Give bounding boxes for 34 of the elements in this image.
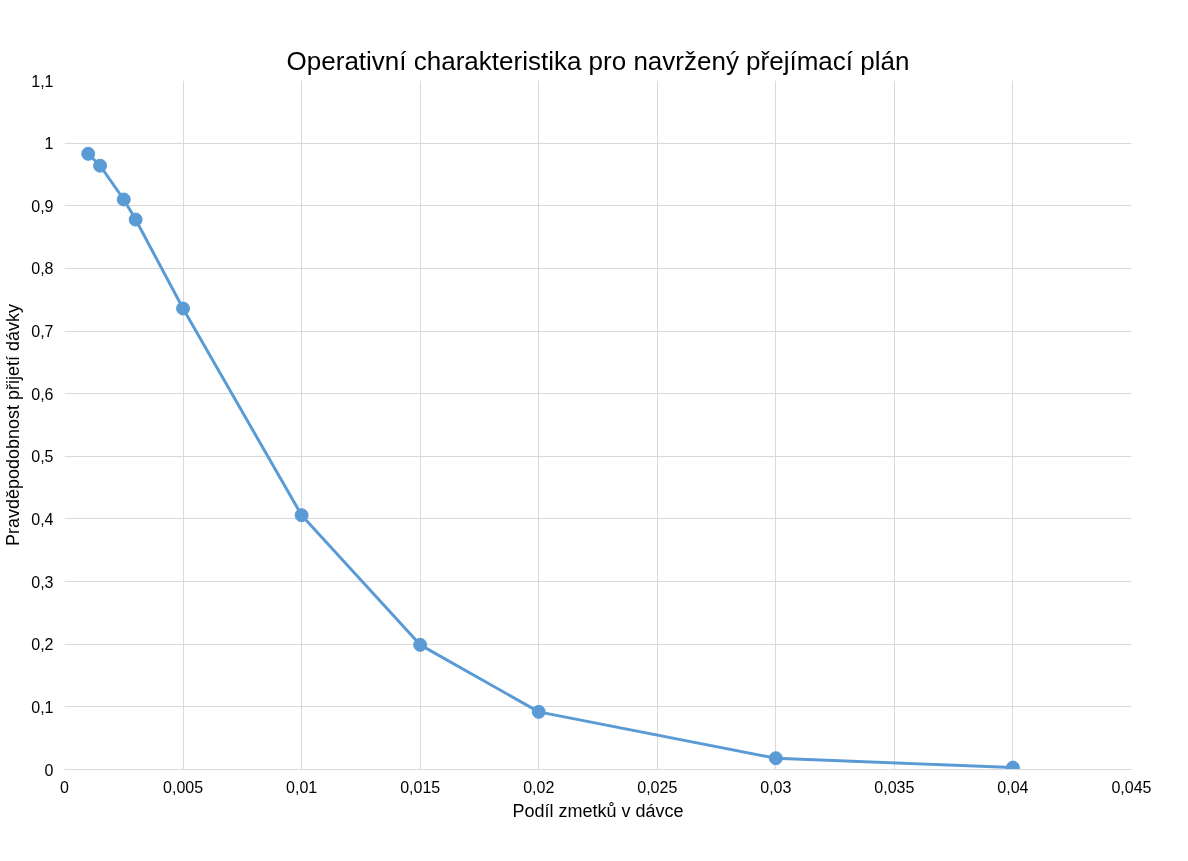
y-tick-label: 0,1 — [31, 698, 54, 716]
x-tick-label: 0,015 — [400, 778, 441, 796]
point — [531, 704, 546, 719]
point — [413, 637, 428, 652]
x-tick-label: 0,045 — [1111, 778, 1152, 796]
x-tick-label: 0,01 — [286, 778, 318, 796]
x-tick-label: 0,035 — [874, 778, 915, 796]
chart-title: Operativní charakteristika pro navržený přejímací plán — [286, 45, 910, 76]
y-tick-label: 0 — [44, 761, 54, 779]
x-tick-label: 0,025 — [637, 778, 678, 796]
y-tick-label: 0,3 — [31, 573, 54, 591]
x-tick-label: 0,02 — [523, 778, 555, 796]
x-tick-label: 0,04 — [997, 778, 1029, 796]
y-tick-label: 1 — [44, 135, 54, 153]
point — [81, 146, 96, 161]
point — [176, 301, 191, 316]
y-tick-label: 0,5 — [31, 448, 54, 466]
y-tick-label: 0,2 — [31, 636, 54, 654]
point — [93, 158, 108, 173]
point — [116, 192, 131, 207]
point — [768, 751, 783, 766]
x-axis-title: Podíl zmetků v dávce — [512, 800, 684, 821]
x-tick-label: 0 — [60, 778, 70, 796]
y-axis-title: Pravděpodobnost přijetí dávky — [3, 303, 24, 547]
point — [128, 212, 143, 227]
y-tick-label: 0,4 — [31, 510, 54, 528]
y-tick-label: 0,6 — [31, 385, 54, 403]
x-tick-label: 0,005 — [163, 778, 204, 796]
point — [294, 508, 309, 523]
y-tick-label: 1,1 — [31, 72, 54, 90]
y-tick-label: 0,8 — [31, 260, 54, 278]
y-tick-label: 0,7 — [31, 323, 54, 341]
y-tick-label: 0,9 — [31, 197, 54, 215]
x-tick-label: 0,03 — [760, 778, 792, 796]
